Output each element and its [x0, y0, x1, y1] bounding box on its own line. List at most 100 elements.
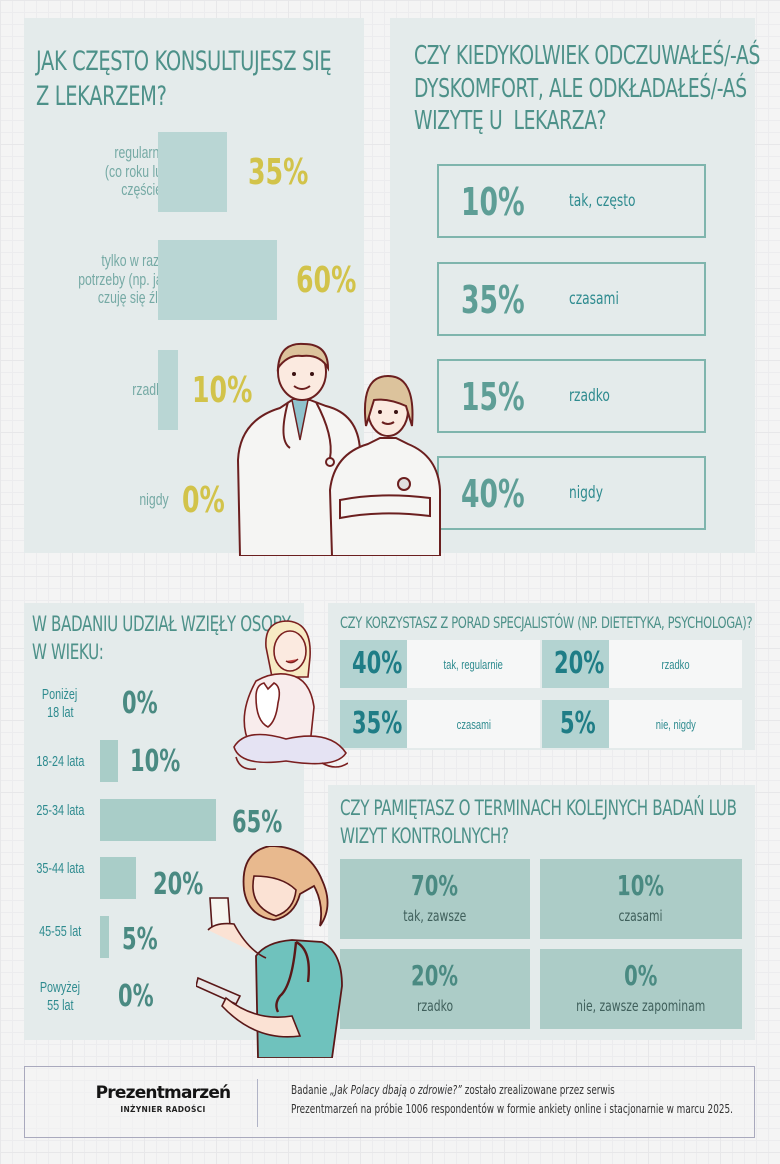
label-box: czasami	[407, 700, 540, 748]
bar-label: nigdy	[139, 489, 169, 509]
bar-value: 10%	[192, 370, 253, 411]
title-line: W BADANIU UDZIAŁ WZIĘŁY OSOBY	[32, 612, 291, 636]
answer-cell: 10% czasami	[540, 859, 742, 939]
source-note: Badanie „Jak Polacy dbają o zdrowie?” zo…	[291, 1081, 733, 1119]
age-value: 0%	[122, 686, 158, 721]
answer-value: 20%	[554, 646, 605, 681]
panel-title: CZY KORZYSTASZ Z PORAD SPECJALISTÓW (NP.…	[340, 613, 753, 632]
answer-value: 40%	[461, 472, 525, 516]
answer-value: 10%	[461, 180, 525, 224]
source-line-2: Prezentmarzeń na próbie 1006 respondentó…	[291, 1102, 733, 1116]
question-panel-doctor-frequency: JAK CZĘSTO KONSULTUJESZ SIĘ Z LEKARZEM? …	[24, 18, 364, 553]
answer-label: nigdy	[569, 483, 603, 503]
age-value: 5%	[122, 922, 158, 957]
answer-cell: 5% nie, nigdy	[542, 700, 742, 748]
age-label: 25-34 lata	[35, 802, 85, 819]
answer-label: rzadko	[661, 656, 690, 672]
answer-label: czasami	[569, 289, 619, 309]
title-line: WIZYT KONTROLNYCH?	[340, 823, 509, 848]
age-bar	[100, 740, 118, 782]
question-title: CZY KIEDYKOLWIEK ODCZUWAŁEŚ/-AŚ DYSKOMFO…	[414, 40, 760, 138]
bar	[158, 240, 277, 320]
bar-row: tylko w razie potrzeby (np. jak czuję się …	[24, 240, 364, 320]
label-box: nie, nigdy	[609, 700, 742, 748]
survey-name: „Jak Polacy dbają o zdrowie?”	[330, 1083, 462, 1097]
answer-cell: 70% tak, zawsze	[340, 859, 530, 939]
answer-cell: 35% czasami	[340, 700, 540, 748]
value-box: 35%	[340, 700, 407, 748]
bar	[158, 350, 178, 430]
answer-value: 40%	[352, 646, 403, 681]
age-value: 65%	[232, 805, 283, 840]
age-distribution-panel: W BADANIU UDZIAŁ WZIĘŁY OSOBY W WIEKU: P…	[24, 603, 304, 1040]
bar-value: 60%	[296, 260, 357, 301]
value-box: 5%	[542, 700, 609, 748]
answer-box: 15% rzadko	[437, 359, 706, 433]
age-row: 45-55 lat 5%	[24, 916, 304, 960]
answer-value: 70%	[411, 869, 459, 902]
title-line: Z LEKARZEM?	[36, 81, 167, 113]
title-line: WIZYTĘ U LEKARZA?	[414, 106, 607, 136]
age-bar	[100, 916, 109, 958]
value-box: 20%	[542, 640, 609, 688]
bar-label: tylko w razie potrzeby (np. jak czuję się …	[78, 250, 169, 308]
question-title: JAK CZĘSTO KONSULTUJESZ SIĘ Z LEKARZEM?	[36, 44, 332, 114]
title-line: DYSKOMFORT, ALE ODKŁADAŁEŚ/-AŚ	[414, 73, 747, 104]
question-panel-postponed-visit: CZY KIEDYKOLWIEK ODCZUWAŁEŚ/-AŚ DYSKOMFO…	[390, 18, 760, 553]
age-label: 18-24 lata	[35, 753, 85, 770]
panel-title: W BADANIU UDZIAŁ WZIĘŁY OSOBY W WIEKU:	[32, 611, 291, 666]
answer-label: tak, zawsze	[403, 907, 467, 925]
answer-value: 35%	[352, 706, 403, 741]
specialists-panel: CZY KORZYSTASZ Z PORAD SPECJALISTÓW (NP.…	[328, 603, 755, 750]
title-line: CZY KIEDYKOLWIEK ODCZUWAŁEŚ/-AŚ	[414, 41, 760, 71]
divider	[257, 1079, 258, 1127]
label-box: tak, regularnie	[407, 640, 540, 688]
answer-value: 0%	[624, 959, 658, 992]
age-label: 45-55 lat	[38, 923, 82, 940]
bar-value: 0%	[182, 480, 225, 521]
age-row: 18-24 lata 10%	[24, 740, 304, 784]
answer-box: 35% czasami	[437, 262, 706, 336]
bar-row: rzadko 10%	[24, 350, 364, 430]
age-label: Powyżej 55 lat	[39, 979, 81, 1014]
age-row: 35-44 lata 20%	[24, 857, 304, 902]
bar-row: regularnie (co roku lub częściej) 35%	[24, 132, 364, 212]
bar-row: nigdy 0%	[24, 460, 364, 540]
answer-cell: 20% rzadko	[542, 640, 742, 688]
answer-box: 40% nigdy	[437, 456, 706, 530]
title-line: W WIEKU:	[32, 639, 104, 664]
answer-cell: 40% tak, regularnie	[340, 640, 540, 688]
value-box: 40%	[340, 640, 407, 688]
answer-label: tak, regularnie	[443, 656, 504, 672]
age-value: 10%	[130, 744, 181, 779]
answer-value: 35%	[461, 278, 525, 322]
age-row: 25-34 lata 65%	[24, 799, 304, 843]
answer-cell: 0% nie, zawsze zapominam	[540, 949, 742, 1029]
age-label: Poniżej 18 lat	[42, 686, 78, 721]
brand-logo: Prezentmarzeń INŻYNIER RADOŚCI	[93, 1083, 233, 1114]
age-value: 0%	[118, 979, 154, 1014]
answer-cell: 20% rzadko	[340, 949, 530, 1029]
answer-value: 5%	[560, 706, 596, 741]
age-row: Poniżej 18 lat 0%	[24, 682, 304, 726]
age-bar	[100, 857, 136, 899]
bar-label: regularnie (co roku lub częściej)	[105, 142, 169, 200]
title-line: CZY PAMIĘTASZ O TERMINACH KOLEJNYCH BADA…	[340, 796, 737, 820]
answer-value: 15%	[461, 375, 525, 419]
footer-source-box: Prezentmarzeń INŻYNIER RADOŚCI Badanie „…	[24, 1066, 755, 1138]
answer-label: czasami	[456, 716, 491, 732]
answer-label: nie, nigdy	[655, 716, 696, 732]
answer-label: czasami	[618, 907, 663, 925]
answer-label: tak, często	[569, 191, 636, 211]
answer-label: rzadko	[416, 997, 454, 1015]
bar	[158, 132, 228, 212]
label-box: rzadko	[609, 640, 742, 688]
reminders-panel: CZY PAMIĘTASZ O TERMINACH KOLEJNYCH BADA…	[328, 785, 755, 1040]
answer-label: nie, zawsze zapominam	[576, 997, 706, 1015]
age-label: 35-44 lata	[35, 860, 85, 877]
answer-label: rzadko	[569, 386, 610, 406]
panel-title: CZY PAMIĘTASZ O TERMINACH KOLEJNYCH BADA…	[340, 795, 737, 850]
answer-box: 10% tak, często	[437, 164, 706, 238]
bar-value: 35%	[248, 152, 309, 193]
answer-value: 10%	[617, 869, 665, 902]
